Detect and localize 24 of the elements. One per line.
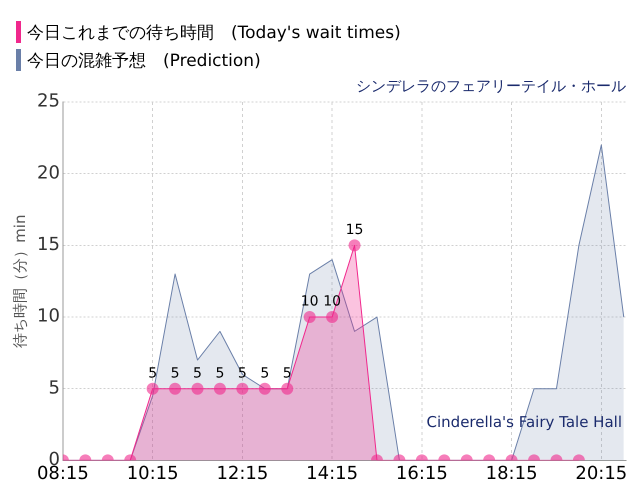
data-label: 5 xyxy=(215,365,224,382)
chart-title: シンデレラのフェアリーテイル・ホール xyxy=(356,76,626,95)
x-tick-label: 20:15 xyxy=(575,462,628,484)
y-tick-label: 15 xyxy=(37,234,60,256)
y-tick-label: 10 xyxy=(37,306,60,327)
data-label: 5 xyxy=(260,365,270,382)
y-tick-label: 5 xyxy=(48,377,60,398)
data-label: 5 xyxy=(282,365,292,382)
x-tick-label: 14:15 xyxy=(306,462,358,484)
x-tick-label: 16:15 xyxy=(396,462,448,484)
data-label: 5 xyxy=(148,365,158,382)
x-tick-label: 12:15 xyxy=(216,462,268,484)
data-label: 10 xyxy=(300,294,319,310)
data-label: 5 xyxy=(193,365,202,382)
x-tick-label: 18:15 xyxy=(486,462,538,484)
data-label: 5 xyxy=(238,365,247,382)
data-label: 5 xyxy=(170,365,180,382)
x-tick-label: 10:15 xyxy=(126,462,179,484)
legend-label: 今日これまでの待ち時間 (Today's wait times) xyxy=(27,22,401,44)
data-label: 15 xyxy=(346,222,364,238)
legend-label: 今日の混雑予想 (Prediction) xyxy=(27,50,261,72)
y-tick-label: 20 xyxy=(37,162,60,184)
y-axis-title: 待ち時間（分）min xyxy=(10,214,29,348)
y-tick-label: 25 xyxy=(37,90,60,112)
